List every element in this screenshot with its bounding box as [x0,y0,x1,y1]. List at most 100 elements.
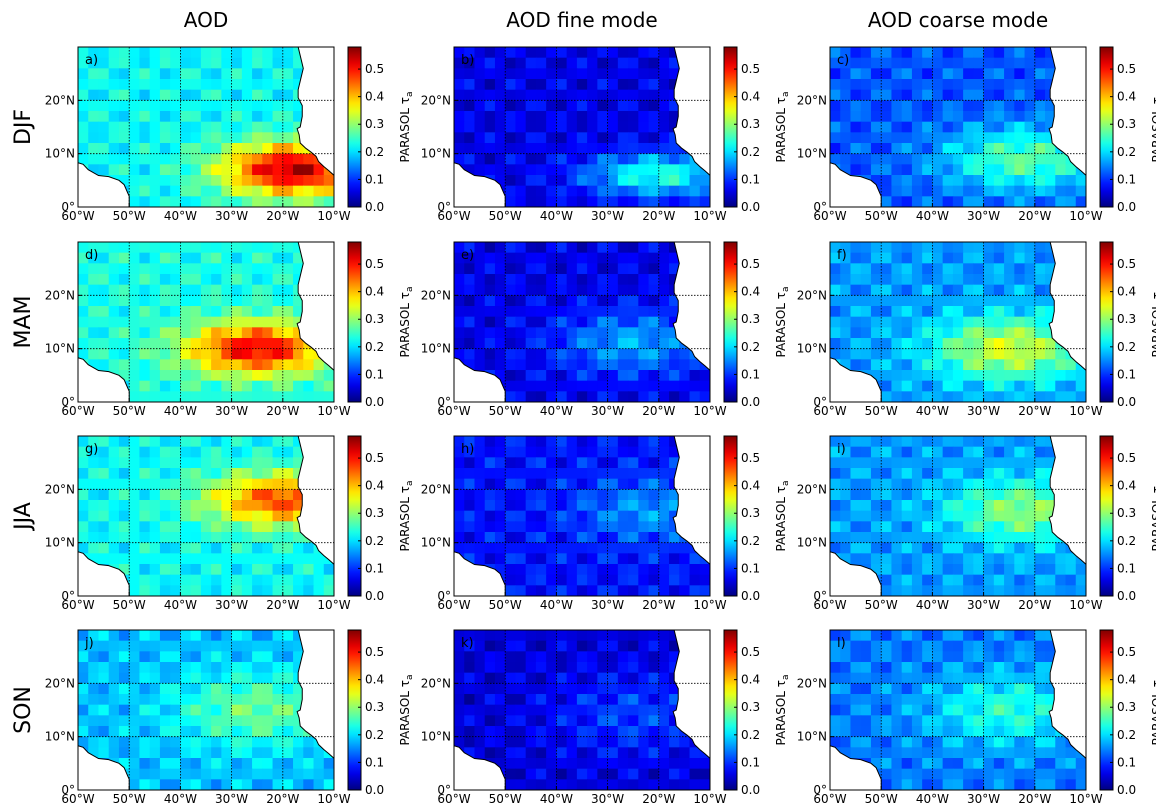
heatmap-cell [973,284,985,296]
heatmap-cell [607,196,619,207]
heatmap-cell [180,758,192,770]
heatmap-cell [628,391,639,402]
heatmap-cell [973,57,985,69]
heatmap-cell [911,327,923,339]
heatmap-cell [170,263,181,275]
heatmap-cell [454,252,465,264]
heatmap-cell [587,153,598,165]
heatmap-cell [628,121,639,133]
heatmap-cell [932,651,944,663]
heatmap-cell [139,489,151,501]
heatmap-cell [464,672,476,684]
heatmap-cell [891,89,903,101]
heatmap-cell [617,359,629,371]
heatmap-cell [474,132,486,144]
heatmap-cell [454,143,465,155]
heatmap-cell [272,175,284,187]
heatmap-cell [911,640,923,652]
heatmap-cell [262,478,274,490]
heatmap-cell [180,500,192,512]
heatmap-cell [993,736,1005,748]
heatmap-cell [597,111,609,123]
heatmap-cell [901,574,913,586]
heatmap-cell [881,175,893,187]
x-tick-label: 20°W [266,209,299,223]
heatmap-cell [870,263,882,275]
heatmap-cell [282,196,294,207]
heatmap-cell [190,704,202,716]
heatmap-cell [922,457,933,469]
heatmap-cell [607,585,619,596]
heatmap-cell [648,391,660,402]
heatmap-cell [901,747,913,759]
heatmap-cell [231,726,243,738]
heatmap-cell [901,446,913,458]
heatmap-cell [282,121,294,133]
heatmap-cell [272,758,284,770]
heatmap-cell [282,185,294,197]
heatmap-cell [860,704,872,716]
heatmap-cell [1034,585,1046,596]
heatmap-cell [282,694,294,706]
heatmap-cell [454,500,465,512]
heatmap-cell [891,143,903,155]
heatmap-cell [180,284,192,296]
heatmap-cell [922,327,933,339]
heatmap-cell [1004,574,1015,586]
heatmap-cell [149,348,161,360]
heatmap-cell [78,683,89,695]
heatmap-cell [129,175,141,187]
heatmap-cell [983,726,995,738]
heatmap-cell [1034,489,1046,501]
heatmap-cell [515,252,527,264]
heatmap-cell [139,391,151,402]
heatmap-cell [149,89,161,101]
heatmap-cell [272,153,284,165]
heatmap-cell [494,630,506,642]
heatmap-cell [648,436,660,448]
colorbar [347,241,362,403]
heatmap-cell [870,694,882,706]
heatmap-cell [474,263,486,275]
heatmap-cell [505,672,517,684]
heatmap-cell [231,175,243,187]
heatmap-cell [170,391,181,402]
heatmap-cell [881,553,893,565]
heatmap-cell [648,284,660,296]
heatmap-cell [963,338,974,350]
heatmap-cell [474,327,486,339]
heatmap-cell [891,391,903,402]
heatmap-cell [983,68,995,80]
heatmap-cell [952,704,964,716]
heatmap-cell [139,446,151,458]
heatmap-cell [628,185,639,197]
heatmap-cell [525,316,537,328]
heatmap-cell [638,111,650,123]
heatmap-cell [952,446,964,458]
heatmap-cell [149,143,161,155]
colorbar-tick-label: 0.2 [365,534,384,548]
heatmap-cell [658,478,670,490]
heatmap-cell [98,436,110,448]
heatmap-cell [252,348,263,360]
heatmap-cell [669,542,680,554]
heatmap-cell [881,564,893,576]
x-tick-label: 50°W [865,209,898,223]
heatmap-cell [963,284,974,296]
heatmap-cell [190,316,202,328]
heatmap-cell [963,651,974,663]
heatmap-cell [118,338,130,350]
heatmap-cell [1034,338,1046,350]
heatmap-cell [129,715,141,727]
heatmap-cell [993,521,1005,533]
heatmap-cell [464,359,476,371]
heatmap-cell [860,683,872,695]
heatmap-cell [303,553,315,565]
heatmap-cell [881,316,893,328]
heatmap-cell [942,521,954,533]
heatmap-cell [231,380,243,392]
heatmap-cell [535,446,547,458]
heatmap-cell [983,153,995,165]
heatmap-cell [454,242,465,254]
heatmap-cell [293,715,304,727]
